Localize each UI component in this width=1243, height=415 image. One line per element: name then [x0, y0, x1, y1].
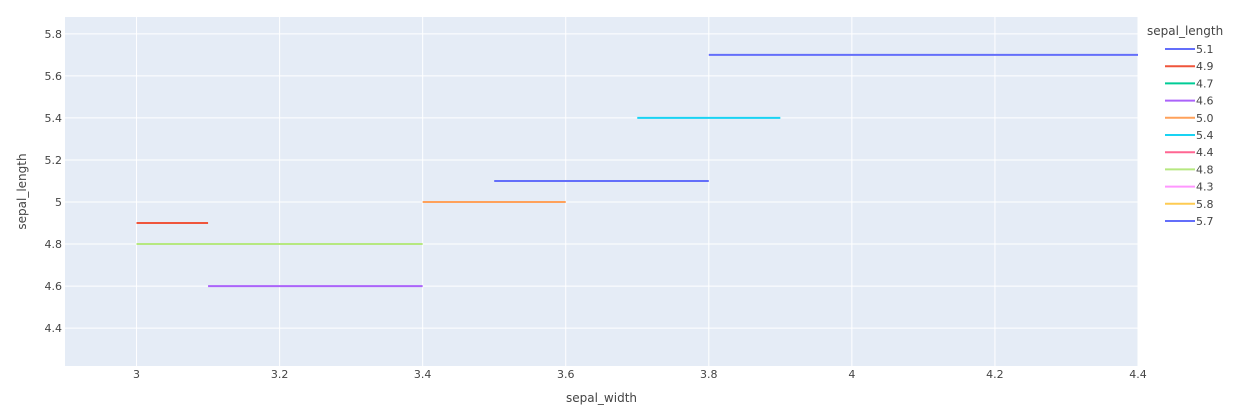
x-tick-label: 4.4	[1129, 368, 1147, 381]
legend-label: 5.7	[1196, 215, 1214, 228]
legend-item-4.8[interactable]: 4.8	[1165, 163, 1214, 176]
y-axis-ticks: 4.4 4.6 4.8 5 5.2 5.4 5.6 5.8	[45, 28, 63, 335]
legend-item-5.7[interactable]: 5.7	[1165, 215, 1214, 228]
legend-label: 4.7	[1196, 77, 1214, 90]
y-tick-label: 4.8	[45, 238, 63, 251]
y-tick-label: 4.6	[45, 280, 63, 293]
x-tick-label: 3	[133, 368, 140, 381]
legend-item-4.9[interactable]: 4.9	[1165, 60, 1214, 73]
x-axis-label: sepal_width	[566, 391, 637, 405]
series-lines	[136, 53, 1138, 288]
y-tick-label: 5	[55, 196, 62, 209]
legend-label: 4.6	[1196, 95, 1214, 108]
plot-background	[65, 17, 1138, 366]
legend-label: 4.9	[1196, 60, 1214, 73]
legend-label: 4.3	[1196, 181, 1214, 194]
y-tick-label: 5.8	[45, 28, 63, 41]
legend-label: 5.8	[1196, 198, 1214, 211]
y-tick-label: 5.2	[45, 154, 63, 167]
x-tick-label: 3.2	[271, 368, 289, 381]
legend-item-4.6[interactable]: 4.6	[1165, 95, 1214, 108]
legend-item-5.1[interactable]: 5.1	[1165, 43, 1214, 56]
legend-item-5.4[interactable]: 5.4	[1165, 129, 1214, 142]
legend-item-4.4[interactable]: 4.4	[1165, 146, 1214, 159]
y-tick-label: 5.4	[45, 112, 63, 125]
y-tick-label: 5.6	[45, 70, 63, 83]
y-axis-label: sepal_length	[15, 153, 29, 229]
legend-item-4.3[interactable]: 4.3	[1165, 181, 1214, 194]
legend-item-5.0[interactable]: 5.0	[1165, 112, 1214, 125]
legend-title: sepal_length	[1147, 24, 1223, 38]
legend-item-5.8[interactable]: 5.8	[1165, 198, 1214, 211]
x-axis-ticks: 3 3.2 3.4 3.6 3.8 4 4.2 4.4	[133, 368, 1147, 381]
legend-label: 5.4	[1196, 129, 1214, 142]
x-tick-label: 4.2	[986, 368, 1004, 381]
x-tick-label: 3.4	[414, 368, 432, 381]
legend-item-4.7[interactable]: 4.7	[1165, 77, 1214, 90]
legend-label: 5.0	[1196, 112, 1214, 125]
legend-label: 4.4	[1196, 146, 1214, 159]
legend: sepal_length 5.1 4.9 4.7 4.6 5.0 5.4 4.4 4.8 4.3…	[1147, 24, 1223, 228]
x-tick-label: 4	[848, 368, 855, 381]
legend-label: 4.8	[1196, 163, 1214, 176]
x-tick-label: 3.6	[557, 368, 575, 381]
y-tick-label: 4.4	[45, 322, 63, 335]
x-tick-label: 3.8	[700, 368, 718, 381]
legend-label: 5.1	[1196, 43, 1214, 56]
